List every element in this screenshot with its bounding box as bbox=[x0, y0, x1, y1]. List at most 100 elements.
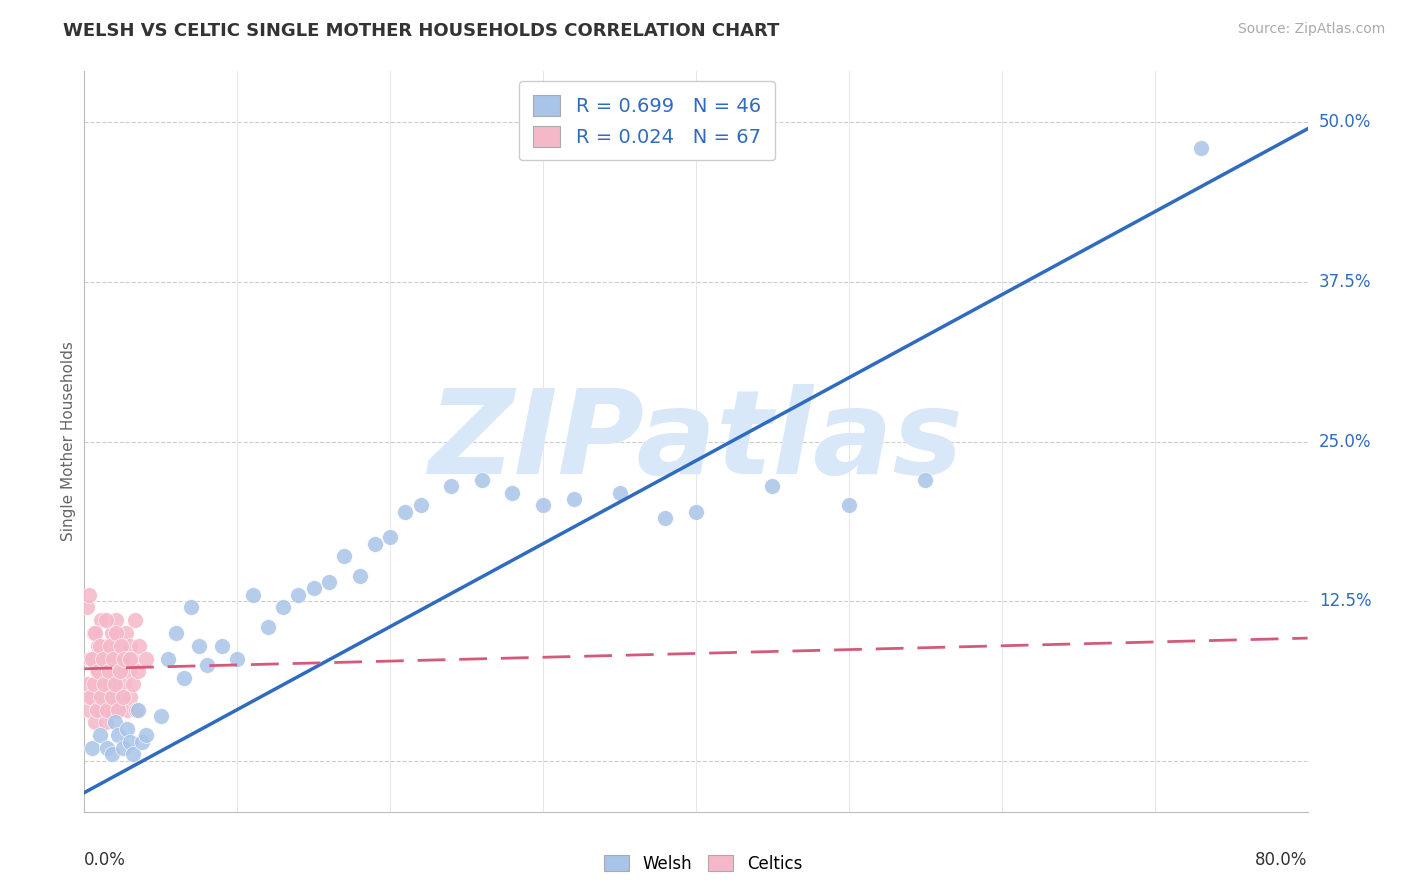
Point bbox=[96, 703, 118, 717]
Point bbox=[97, 665, 120, 679]
Point bbox=[685, 505, 707, 519]
Point bbox=[440, 479, 463, 493]
Text: 0.0%: 0.0% bbox=[84, 851, 127, 869]
Point bbox=[105, 613, 128, 627]
Point bbox=[107, 728, 129, 742]
Point bbox=[115, 722, 138, 736]
Point bbox=[108, 665, 131, 679]
Text: 80.0%: 80.0% bbox=[1256, 851, 1308, 869]
Point bbox=[110, 639, 132, 653]
Point bbox=[562, 491, 585, 506]
Point bbox=[89, 728, 111, 742]
Point bbox=[98, 639, 121, 653]
Point bbox=[609, 485, 631, 500]
Point bbox=[127, 665, 149, 679]
Point bbox=[157, 651, 180, 665]
Point bbox=[115, 703, 138, 717]
Point bbox=[838, 499, 860, 513]
Point bbox=[318, 574, 340, 589]
Y-axis label: Single Mother Households: Single Mother Households bbox=[60, 342, 76, 541]
Point bbox=[195, 657, 218, 672]
Point bbox=[87, 665, 110, 679]
Point bbox=[135, 651, 157, 665]
Point bbox=[77, 703, 100, 717]
Text: ZIPatlas: ZIPatlas bbox=[429, 384, 963, 499]
Point bbox=[188, 639, 211, 653]
Point bbox=[90, 690, 112, 704]
Point bbox=[302, 582, 325, 596]
Point bbox=[94, 613, 117, 627]
Point bbox=[914, 473, 936, 487]
Point bbox=[93, 651, 115, 665]
Point bbox=[125, 703, 148, 717]
Point bbox=[96, 639, 118, 653]
Point bbox=[111, 740, 134, 755]
Point bbox=[211, 639, 233, 653]
Point bbox=[89, 677, 111, 691]
Point bbox=[112, 677, 135, 691]
Point bbox=[93, 677, 115, 691]
Point bbox=[76, 600, 98, 615]
Point bbox=[173, 671, 195, 685]
Text: 37.5%: 37.5% bbox=[1319, 273, 1371, 291]
Point bbox=[89, 639, 111, 653]
Point bbox=[165, 626, 187, 640]
Point bbox=[80, 740, 103, 755]
Point bbox=[87, 639, 110, 653]
Point bbox=[242, 588, 264, 602]
Point bbox=[349, 568, 371, 582]
Point bbox=[108, 665, 131, 679]
Point bbox=[226, 651, 249, 665]
Point bbox=[80, 690, 103, 704]
Point bbox=[121, 651, 143, 665]
Point bbox=[94, 715, 117, 730]
Point bbox=[114, 626, 136, 640]
Point bbox=[127, 703, 149, 717]
Point bbox=[118, 665, 141, 679]
Point bbox=[131, 734, 153, 748]
Point bbox=[83, 677, 105, 691]
Point bbox=[124, 613, 146, 627]
Point bbox=[104, 715, 127, 730]
Text: 25.0%: 25.0% bbox=[1319, 433, 1371, 450]
Point bbox=[111, 651, 134, 665]
Point bbox=[89, 703, 111, 717]
Legend: Welsh, Celtics: Welsh, Celtics bbox=[598, 848, 808, 880]
Point bbox=[111, 690, 134, 704]
Text: WELSH VS CELTIC SINGLE MOTHER HOUSEHOLDS CORRELATION CHART: WELSH VS CELTIC SINGLE MOTHER HOUSEHOLDS… bbox=[63, 22, 780, 40]
Point bbox=[104, 677, 127, 691]
Point bbox=[103, 690, 125, 704]
Point bbox=[271, 600, 294, 615]
Point bbox=[287, 588, 309, 602]
Point bbox=[380, 530, 402, 544]
Point bbox=[120, 690, 142, 704]
Point bbox=[91, 651, 114, 665]
Point bbox=[104, 651, 127, 665]
Point bbox=[79, 690, 101, 704]
Point bbox=[101, 626, 124, 640]
Point bbox=[101, 747, 124, 762]
Point bbox=[128, 639, 150, 653]
Point bbox=[96, 740, 118, 755]
Point bbox=[84, 626, 107, 640]
Point bbox=[761, 479, 783, 493]
Point bbox=[84, 715, 107, 730]
Point bbox=[394, 505, 416, 519]
Point bbox=[122, 677, 145, 691]
Point bbox=[502, 485, 524, 500]
Point bbox=[364, 536, 387, 550]
Text: 12.5%: 12.5% bbox=[1319, 592, 1371, 610]
Point bbox=[120, 734, 142, 748]
Point bbox=[83, 626, 105, 640]
Point bbox=[180, 600, 202, 615]
Point bbox=[96, 665, 118, 679]
Point bbox=[86, 665, 108, 679]
Point bbox=[1189, 141, 1212, 155]
Point bbox=[471, 473, 494, 487]
Point bbox=[101, 690, 124, 704]
Legend: R = 0.699   N = 46, R = 0.024   N = 67: R = 0.699 N = 46, R = 0.024 N = 67 bbox=[519, 81, 775, 161]
Point bbox=[103, 651, 125, 665]
Point bbox=[77, 588, 100, 602]
Point bbox=[97, 677, 120, 691]
Point bbox=[104, 677, 127, 691]
